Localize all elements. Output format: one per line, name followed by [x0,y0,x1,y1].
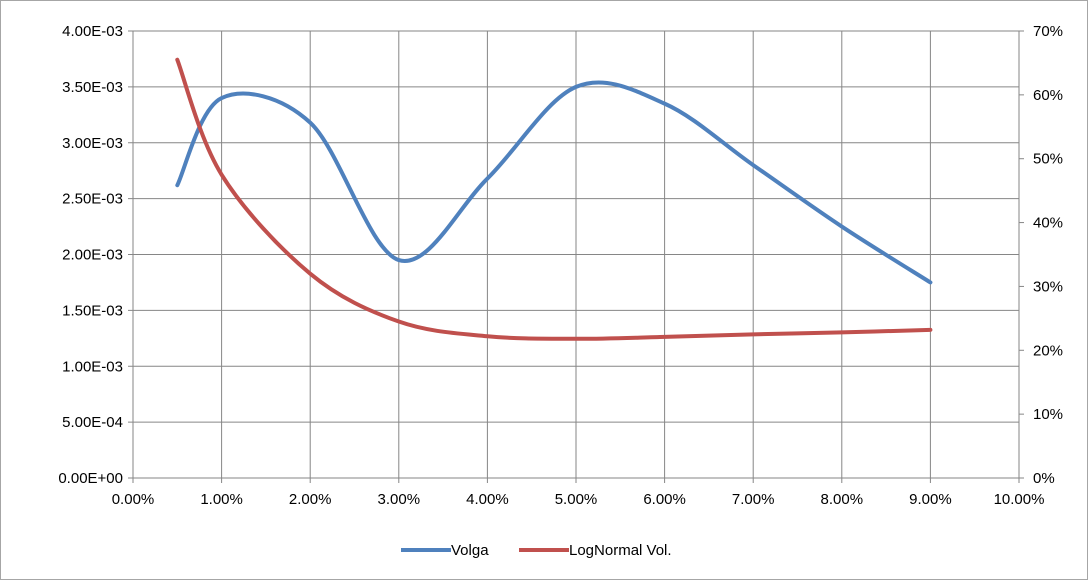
y-tick-label: 1.50E-03 [62,302,123,319]
x-tick-label: 5.00% [555,491,598,508]
series-line-lognormal-vol [175,57,933,341]
series-lines [175,57,933,341]
y2-tick-label: 20% [1033,342,1063,359]
x-tick-label: 3.00% [378,491,421,508]
y2-tick-label: 30% [1033,278,1063,295]
y2-tick-label: 40% [1033,215,1063,232]
x-tick-label: 0.00% [112,491,155,508]
y-tick-label: 2.00E-03 [62,247,123,264]
x-tick-label: 6.00% [643,491,686,508]
y2-tick-label: 50% [1033,151,1063,168]
y-tick-label: 3.50E-03 [62,79,123,96]
x-tick-label: 2.00% [289,491,332,508]
y2-tick-label: 60% [1033,87,1063,104]
legend-label-lognormal-vol: LogNormal Vol. [569,542,672,559]
y-tick-label: 5.00E-04 [62,414,123,431]
y2-tick-label: 10% [1033,406,1063,423]
y-tick-label: 4.00E-03 [62,23,123,40]
legend-label-volga: Volga [451,542,489,559]
legend: Volga LogNormal Vol. [401,542,672,559]
y2-tick-label: 0% [1033,470,1055,487]
x-tick-label: 4.00% [466,491,509,508]
series-line-volga [175,80,933,285]
x-tick-label: 10.00% [994,491,1045,508]
x-tick-label: 7.00% [732,491,775,508]
y-tick-label: 0.00E+00 [58,470,123,487]
x-tick-label: 9.00% [909,491,952,508]
y-tick-label: 1.00E-03 [62,358,123,375]
x-tick-label: 1.00% [200,491,243,508]
y-tick-label: 3.00E-03 [62,135,123,152]
y2-tick-label: 70% [1033,23,1063,40]
axes: 0.00% 1.00% 2.00% 3.00% 4.00% 5.00% 6.00% 7.00%… [58,23,1063,508]
y-tick-label: 2.50E-03 [62,191,123,208]
x-tick-label: 8.00% [821,491,864,508]
